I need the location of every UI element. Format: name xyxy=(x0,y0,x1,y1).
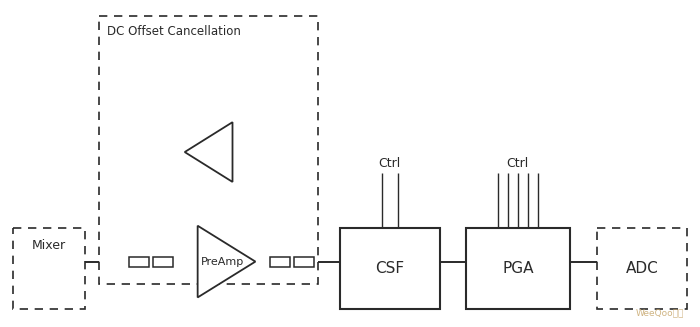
Bar xyxy=(466,228,570,309)
Text: Ctrl: Ctrl xyxy=(379,157,401,169)
Bar xyxy=(13,228,85,309)
Text: PreAmp: PreAmp xyxy=(201,257,244,267)
Bar xyxy=(340,228,440,309)
Bar xyxy=(153,257,173,267)
Text: CSF: CSF xyxy=(375,261,405,276)
Bar xyxy=(129,257,149,267)
Text: DC Offset Cancellation: DC Offset Cancellation xyxy=(107,25,241,38)
Bar xyxy=(270,257,290,267)
Text: Ctrl: Ctrl xyxy=(507,157,529,169)
Text: ADC: ADC xyxy=(625,261,658,276)
Text: WeeQoo维库: WeeQoo维库 xyxy=(636,308,685,317)
Bar xyxy=(597,228,687,309)
Polygon shape xyxy=(185,122,232,182)
Bar xyxy=(294,257,314,267)
Polygon shape xyxy=(197,226,256,298)
Bar xyxy=(99,16,318,284)
Text: Mixer: Mixer xyxy=(32,239,66,252)
Text: PGA: PGA xyxy=(502,261,533,276)
